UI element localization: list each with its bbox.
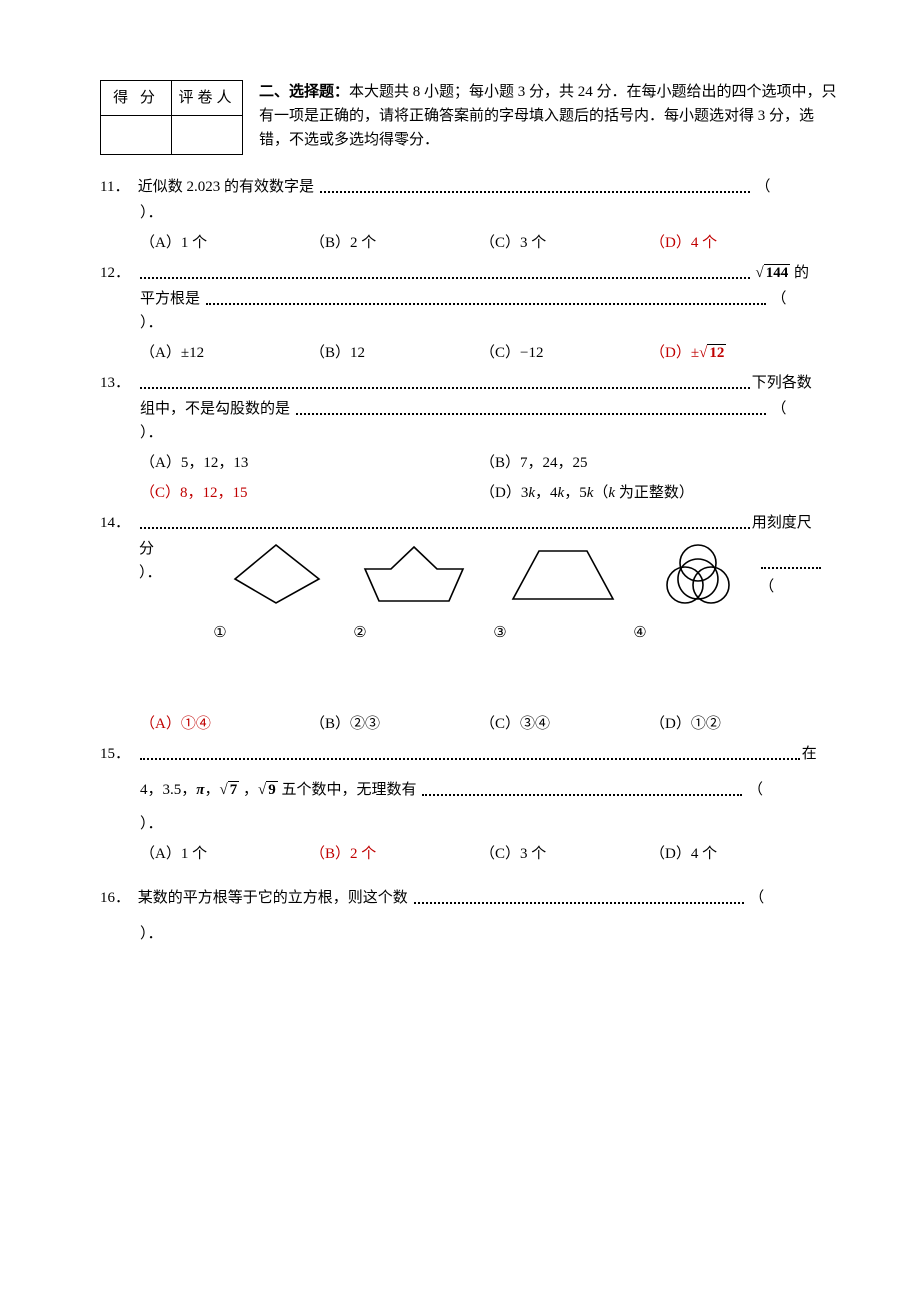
fig-label-2: ② xyxy=(300,621,420,645)
q11-text: 近似数 2.023 的有效数字是 xyxy=(138,179,314,195)
score-cell xyxy=(101,116,172,155)
figure-labels: ① ② ③ ④ xyxy=(150,621,710,645)
q13-opt-b: （B）7，24，25 xyxy=(480,451,820,475)
open-paren: （ xyxy=(748,782,763,798)
header-row: 得 分 评卷人 二、选择题：本大题共 8 小题；每小题 3 分，共 24 分．在… xyxy=(100,80,840,155)
q12-opt-b: （B）12 xyxy=(310,341,480,365)
q11-opt-b: （B）2 个 xyxy=(310,231,480,255)
grader-cell xyxy=(172,116,243,155)
q15-seg2: ， xyxy=(204,782,219,798)
question-12: 12． √144 的 xyxy=(100,261,840,285)
dot-leader xyxy=(320,182,750,192)
q14-opt-a-answer: （A）①④ xyxy=(140,712,310,736)
score-table: 得 分 评卷人 xyxy=(100,80,243,155)
close-paren: ）． xyxy=(140,926,163,942)
question-13: 13． 下列各数 xyxy=(100,371,840,395)
question-11: 11． 近似数 2.023 的有效数字是 （ xyxy=(100,175,840,199)
grader-header: 评卷人 xyxy=(172,81,243,116)
question-15: 15． 在 xyxy=(100,742,840,766)
q15-options: （A）1 个 （B）2 个 （C）3 个 （D）4 个 xyxy=(140,842,840,866)
q11-opt-a: （A）1 个 xyxy=(140,231,310,255)
figure-1-rhombus xyxy=(229,541,324,619)
q14-tail: 用刻度尺 xyxy=(752,515,812,531)
q15-opt-b-answer: （B）2 个 xyxy=(310,842,480,866)
dot-leader xyxy=(206,294,766,304)
close-paren: ）． xyxy=(140,205,163,221)
q13-opt-d: （D）3k，4k，5k（k 为正整数） xyxy=(480,481,820,505)
q14-options: （A）①④ （B）②③ （C）③④ （D）①② xyxy=(140,712,840,736)
score-header: 得 分 xyxy=(101,81,172,116)
q12-options: （A）±12 （B）12 （C）−12 （D）±√12 xyxy=(140,341,840,365)
q13-tail: 下列各数 xyxy=(752,375,812,391)
q12-opt-c: （C）−12 xyxy=(480,341,650,365)
q13-options-row2: （C）8，12，15 （D）3k，4k，5k（k 为正整数） xyxy=(140,481,840,505)
q15-opt-d: （D）4 个 xyxy=(650,842,820,866)
qnum-11: 11． xyxy=(100,175,134,199)
figure-3-trapezoid xyxy=(505,541,620,619)
question-14: 14． 用刻度尺 xyxy=(100,511,840,535)
sqrt-144: √144 xyxy=(756,261,791,285)
q14-opt-c: （C）③④ xyxy=(480,712,650,736)
dot-leader xyxy=(422,785,742,795)
open-paren: （ xyxy=(772,401,787,417)
q14-pre: 分 xyxy=(139,541,154,557)
dot-leader xyxy=(140,518,750,528)
qnum-15: 15． xyxy=(100,742,134,766)
figure-4-trefoil xyxy=(653,541,743,619)
q15-seg3: ， xyxy=(239,782,258,798)
question-16: 16． 某数的平方根等于它的立方根，则这个数 （ xyxy=(100,886,840,910)
q15-seg1: 4，3.5， xyxy=(140,782,196,798)
q12-line2: 平方根是 xyxy=(140,291,200,307)
q12-tail: 的 xyxy=(790,265,809,281)
qnum-12: 12． xyxy=(100,261,134,285)
q11-options: （A）1 个 （B）2 个 （C）3 个 （D）4 个 xyxy=(140,231,840,255)
section-instructions: 二、选择题：本大题共 8 小题；每小题 3 分，共 24 分．在每小题给出的四个… xyxy=(259,80,840,155)
close-paren: ）． xyxy=(140,315,163,331)
section-lead: 二、选择题： xyxy=(259,84,349,100)
dot-leader xyxy=(140,378,750,388)
close-paren: ）． xyxy=(140,816,163,832)
q14-opt-b: （B）②③ xyxy=(310,712,480,736)
figure-row xyxy=(212,541,759,619)
q12-opt-d-answer: （D）±√12 xyxy=(650,341,820,365)
close-paren: ）． xyxy=(140,425,163,441)
q13-opt-c-answer: （C）8，12，15 xyxy=(140,481,480,505)
qnum-14: 14． xyxy=(100,511,134,535)
sqrt-7: √7 xyxy=(219,778,239,802)
open-paren: （ xyxy=(772,291,787,307)
dot-leader xyxy=(296,404,766,414)
q16-text: 某数的平方根等于它的立方根，则这个数 xyxy=(138,890,408,906)
dot-leader xyxy=(140,749,800,759)
open-paren: （ xyxy=(759,579,774,595)
q12-opt-a: （A）±12 xyxy=(140,341,310,365)
dot-leader xyxy=(414,893,744,903)
dot-leader xyxy=(761,558,821,568)
open-paren: （ xyxy=(749,890,764,906)
close-paren: ）． xyxy=(139,565,162,581)
q14-opt-d: （D）①② xyxy=(650,712,820,736)
q11-opt-d-answer: （D）4 个 xyxy=(650,231,820,255)
q15-tail: 在 xyxy=(802,746,817,762)
fig-label-3: ③ xyxy=(440,621,560,645)
fig-label-1: ① xyxy=(160,621,280,645)
q15-opt-c: （C）3 个 xyxy=(480,842,650,866)
figure-2-arrow xyxy=(357,541,472,619)
q13-opt-a: （A）5，12，13 xyxy=(140,451,480,475)
open-paren: （ xyxy=(756,179,771,195)
qnum-16: 16． xyxy=(100,886,134,910)
q13-line2: 组中，不是勾股数的是 xyxy=(140,401,290,417)
dot-leader xyxy=(140,268,750,278)
q15-opt-a: （A）1 个 xyxy=(140,842,310,866)
sqrt-9: √9 xyxy=(258,778,278,802)
q15-seg4: 五个数中，无理数有 xyxy=(278,782,417,798)
q13-options-row1: （A）5，12，13 （B）7，24，25 xyxy=(140,451,840,475)
fig-label-4: ④ xyxy=(580,621,700,645)
q11-opt-c: （C）3 个 xyxy=(480,231,650,255)
qnum-13: 13． xyxy=(100,371,134,395)
